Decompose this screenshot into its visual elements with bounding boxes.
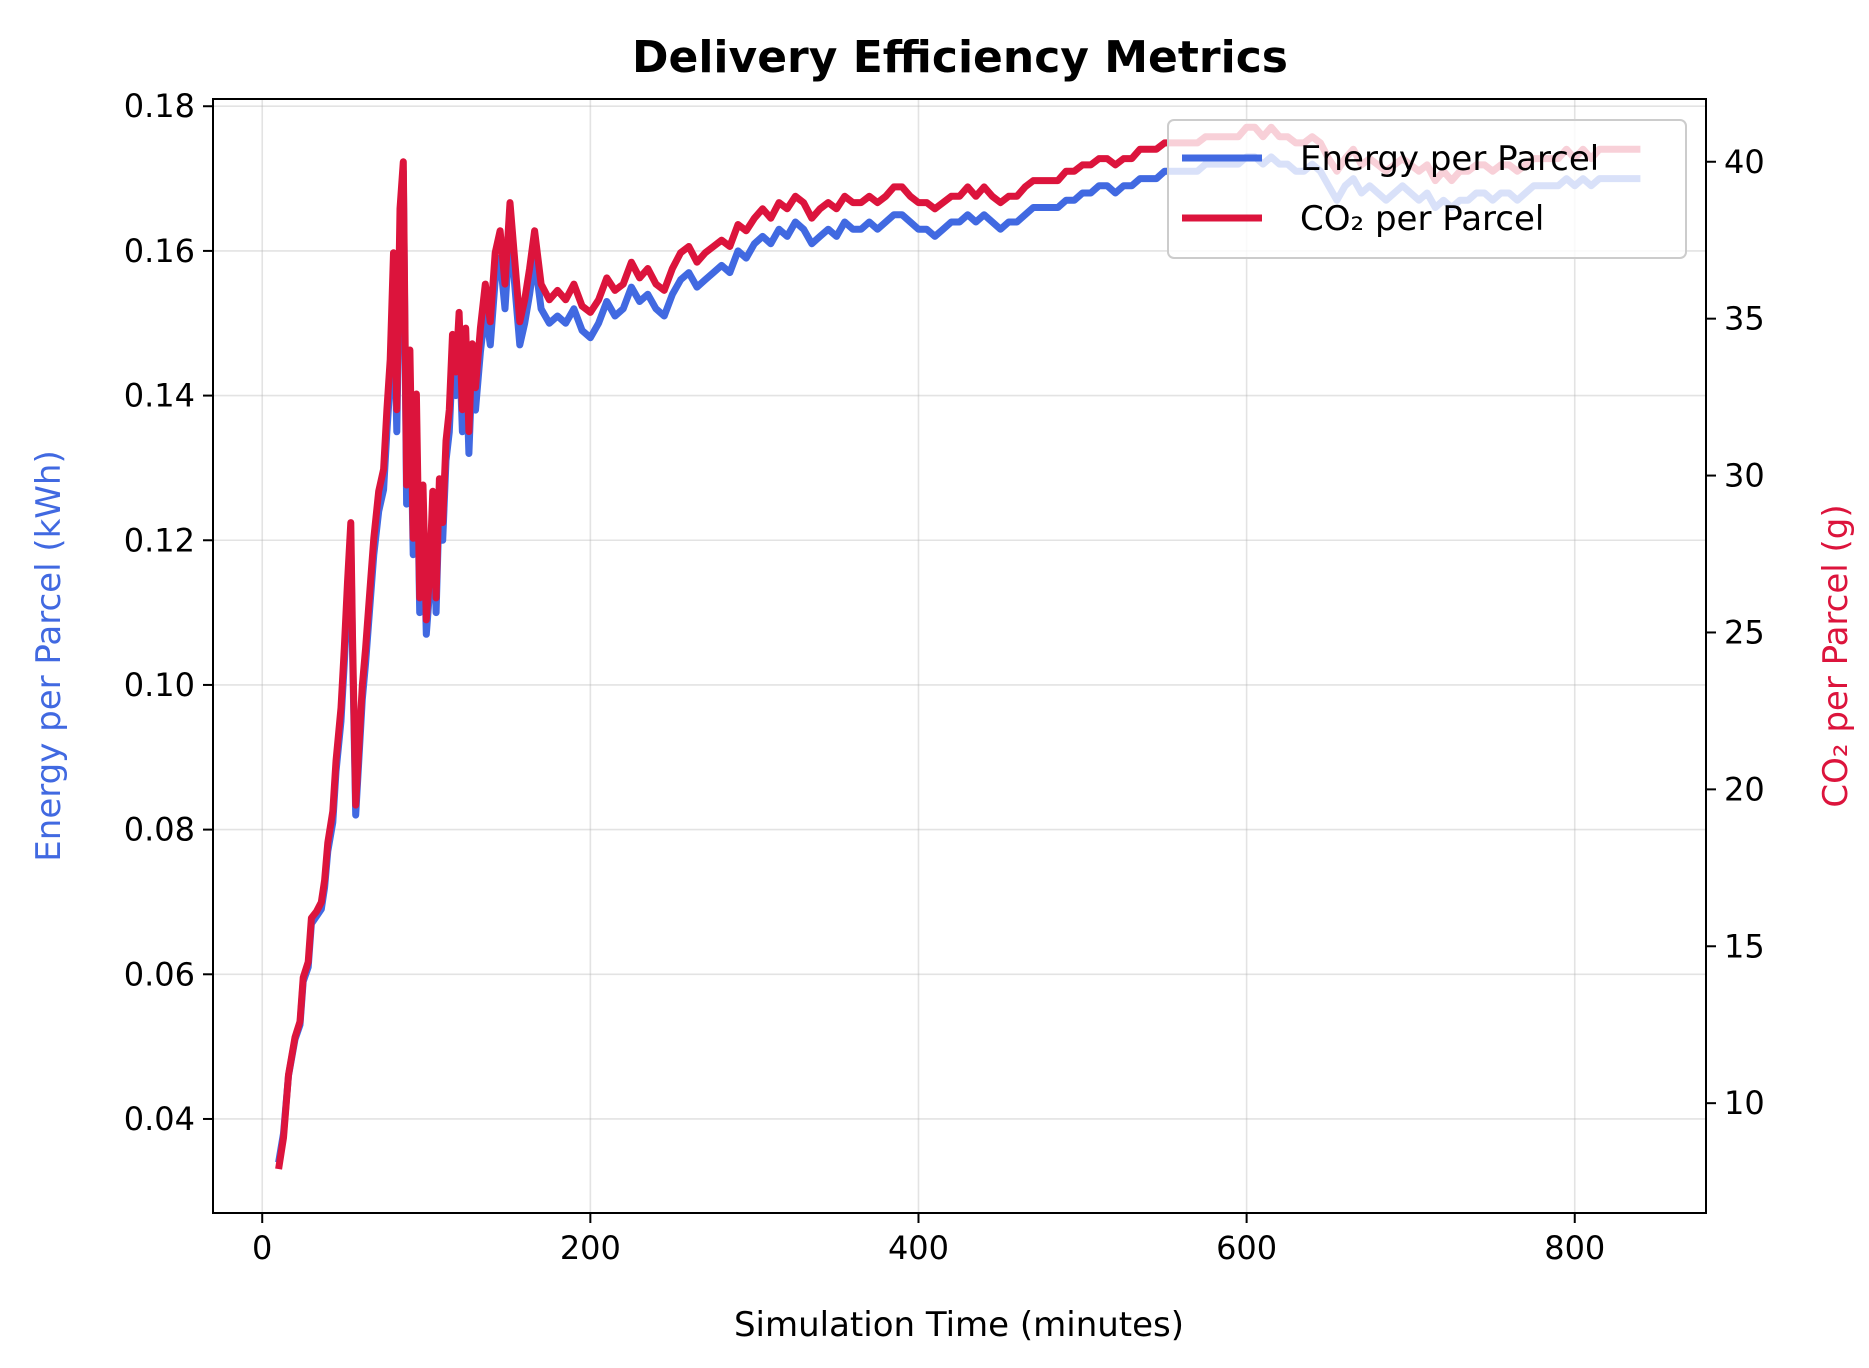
plot-frame xyxy=(212,98,1707,1214)
y-left-tick-label: 0.10 xyxy=(124,666,195,704)
x-axis-label: Simulation Time (minutes) xyxy=(734,1305,1184,1345)
y-left-axis-label: Energy per Parcel (kWh) xyxy=(29,450,69,861)
y-left-tick-label: 0.16 xyxy=(124,232,195,270)
legend-co2-label: CO₂ per Parcel xyxy=(1300,199,1544,239)
y-right-tick-label: 25 xyxy=(1724,613,1765,651)
chart-title: Delivery Efficiency Metrics xyxy=(632,32,1288,83)
y-left-tick-label: 0.14 xyxy=(124,377,195,415)
y-left-tick-label: 0.08 xyxy=(124,811,195,849)
legend-energy-label: Energy per Parcel xyxy=(1300,139,1599,179)
x-tick-label: 800 xyxy=(1544,1229,1605,1267)
y-right-tick-label: 40 xyxy=(1724,143,1765,181)
y-right-tick-label: 30 xyxy=(1724,457,1765,495)
y-right-tick-label: 10 xyxy=(1724,1084,1765,1122)
y-right-axis-ticks: 10 15 20 25 30 35 40 xyxy=(1706,143,1765,1122)
y-right-tick-label: 35 xyxy=(1724,300,1765,338)
x-axis-ticks: 0 200 400 600 800 xyxy=(252,1213,1605,1267)
legend: Energy per Parcel CO₂ per Parcel xyxy=(1167,119,1687,259)
y-right-tick-label: 20 xyxy=(1724,770,1765,808)
y-left-tick-label: 0.04 xyxy=(124,1100,195,1138)
x-tick-label: 0 xyxy=(252,1229,272,1267)
y-right-tick-label: 15 xyxy=(1724,927,1765,965)
x-tick-label: 200 xyxy=(560,1229,621,1267)
legend-frame xyxy=(1167,119,1687,259)
y-left-tick-label: 0.12 xyxy=(124,521,195,559)
y-left-axis-ticks: 0.04 0.06 0.08 0.10 0.12 0.14 0.16 0.18 xyxy=(124,87,213,1138)
y-right-axis-label: CO₂ per Parcel (g) xyxy=(1816,504,1856,807)
y-left-tick-label: 0.06 xyxy=(124,955,195,993)
grid-lines xyxy=(213,99,1706,1213)
x-tick-label: 400 xyxy=(888,1229,949,1267)
y-left-tick-label: 0.18 xyxy=(124,87,195,125)
x-tick-label: 600 xyxy=(1216,1229,1277,1267)
